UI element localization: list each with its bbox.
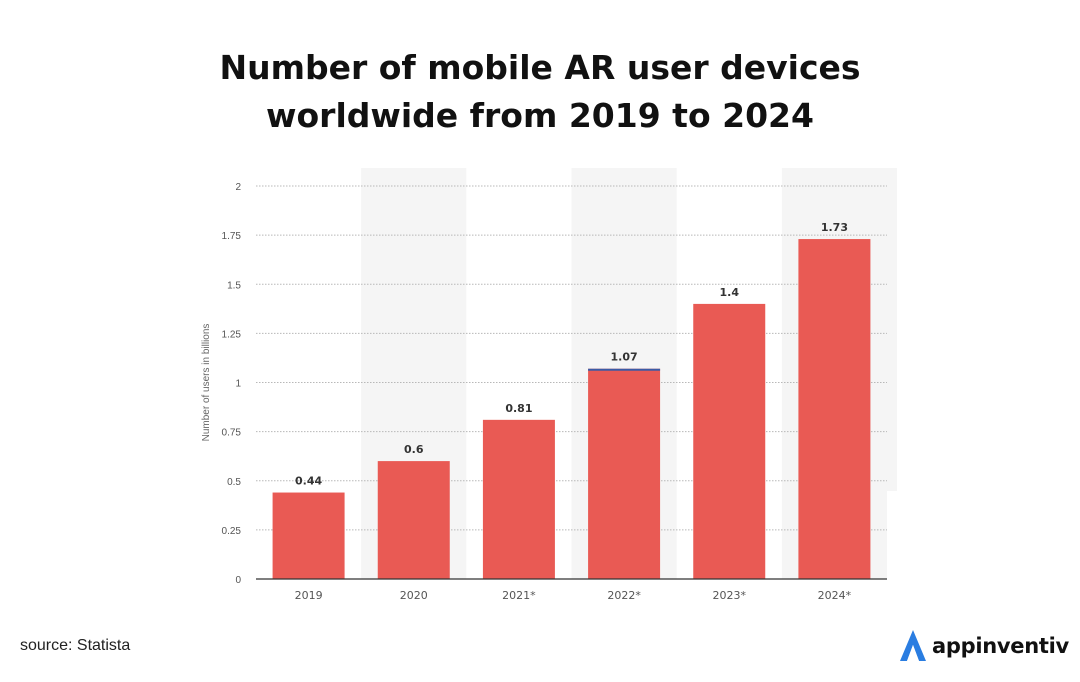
y-tick-label: 0.25 bbox=[222, 526, 242, 537]
data-label: 0.44 bbox=[295, 475, 322, 488]
y-tick-label: 1.5 bbox=[227, 280, 241, 291]
bar-2021 bbox=[482, 419, 555, 579]
brand-logo: appinventiv bbox=[898, 628, 1069, 664]
chart-title-line-2: worldwide from 2019 to 2024 bbox=[266, 96, 814, 135]
y-tick-label: 0.75 bbox=[222, 428, 242, 439]
bar-2023 bbox=[693, 303, 766, 579]
data-label: 1.07 bbox=[611, 351, 638, 364]
y-tick-label: 1 bbox=[235, 379, 241, 390]
chart-title: Number of mobile AR user devices worldwi… bbox=[0, 44, 1080, 140]
plot-band-edge bbox=[887, 168, 897, 491]
appinventiv-logo-icon bbox=[900, 630, 926, 661]
data-label: 0.81 bbox=[505, 402, 532, 415]
y-tick-label: 0 bbox=[235, 575, 241, 586]
bar-2024 bbox=[798, 239, 871, 579]
y-tick-label: 0.5 bbox=[227, 477, 241, 488]
x-tick-label: 2020 bbox=[400, 589, 428, 602]
y-tick-label: 2 bbox=[235, 182, 241, 193]
y-tick-label: 1.75 bbox=[222, 231, 242, 242]
source-note: source: Statista bbox=[20, 637, 131, 654]
x-tick-label: 2019 bbox=[295, 589, 323, 602]
x-tick-label: 2024* bbox=[818, 589, 852, 602]
data-label: 1.4 bbox=[720, 286, 740, 299]
x-tick-label: 2022* bbox=[607, 589, 641, 602]
chart-title-line-1: Number of mobile AR user devices bbox=[219, 48, 861, 87]
bar-2019 bbox=[272, 492, 345, 579]
data-label: 1.73 bbox=[821, 221, 848, 234]
bar-2022 bbox=[588, 368, 661, 579]
data-label: 0.6 bbox=[404, 443, 424, 456]
brand-name: appinventiv bbox=[932, 634, 1069, 658]
bar-top-accent bbox=[588, 368, 661, 371]
x-tick-label: 2023* bbox=[713, 589, 747, 602]
x-tick-label: 2021* bbox=[502, 589, 536, 602]
y-axis-label: Number of users in billions bbox=[201, 324, 212, 442]
bar-2020 bbox=[377, 461, 450, 579]
y-tick-label: 1.25 bbox=[222, 329, 242, 340]
